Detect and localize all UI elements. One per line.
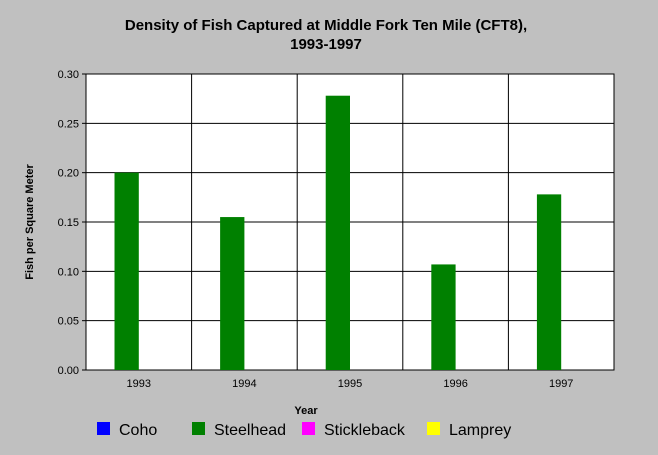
bar-steelhead-1993 — [114, 172, 139, 370]
x-tick-label: 1994 — [232, 378, 256, 390]
legend-item-lamprey: Lamprey — [427, 422, 511, 439]
legend: Coho Steelhead Stickleback Lamprey — [97, 422, 511, 439]
y-tick-label: 0.10 — [58, 266, 79, 278]
chart-title-line-2: 1993-1997 — [290, 36, 362, 53]
chart-title: Density of Fish Captured at Middle Fork … — [125, 17, 527, 53]
x-tick-label: 1997 — [549, 378, 573, 390]
legend-label-steelhead: Steelhead — [214, 422, 286, 439]
x-axis-label: Year — [294, 405, 318, 417]
y-tick-label: 0.30 — [58, 69, 79, 81]
legend-label-lamprey: Lamprey — [449, 422, 511, 439]
legend-swatch-coho — [97, 422, 110, 435]
legend-item-steelhead: Steelhead — [192, 422, 286, 439]
x-tick-label: 1996 — [443, 378, 467, 390]
legend-item-stickleback: Stickleback — [302, 422, 406, 439]
legend-label-stickleback: Stickleback — [324, 422, 406, 439]
y-axis-label: Fish per Square Meter — [24, 164, 36, 280]
legend-swatch-steelhead — [192, 422, 205, 435]
y-tick-label: 0.15 — [58, 217, 79, 229]
y-tick-label: 0.00 — [58, 365, 79, 377]
legend-item-coho: Coho — [97, 422, 157, 439]
x-axis-ticks: 1993 1994 1995 1996 1997 — [127, 378, 574, 390]
y-axis-ticks: 0.00 0.05 0.10 0.15 0.20 0.25 0.30 — [58, 69, 86, 377]
y-tick-label: 0.05 — [58, 316, 79, 328]
gridlines — [86, 73, 614, 371]
x-tick-label: 1995 — [338, 378, 362, 390]
chart-title-line-1: Density of Fish Captured at Middle Fork … — [125, 17, 527, 34]
legend-swatch-lamprey — [427, 422, 440, 435]
legend-label-coho: Coho — [119, 422, 157, 439]
y-tick-label: 0.25 — [58, 118, 79, 130]
legend-swatch-stickleback — [302, 422, 315, 435]
bar-steelhead-1996 — [431, 264, 456, 370]
bar-series — [114, 95, 562, 370]
bar-steelhead-1995 — [325, 95, 350, 370]
bar-steelhead-1997 — [536, 194, 562, 370]
y-tick-label: 0.20 — [58, 168, 79, 180]
x-tick-label: 1993 — [127, 378, 151, 390]
bar-steelhead-1994 — [220, 217, 245, 370]
